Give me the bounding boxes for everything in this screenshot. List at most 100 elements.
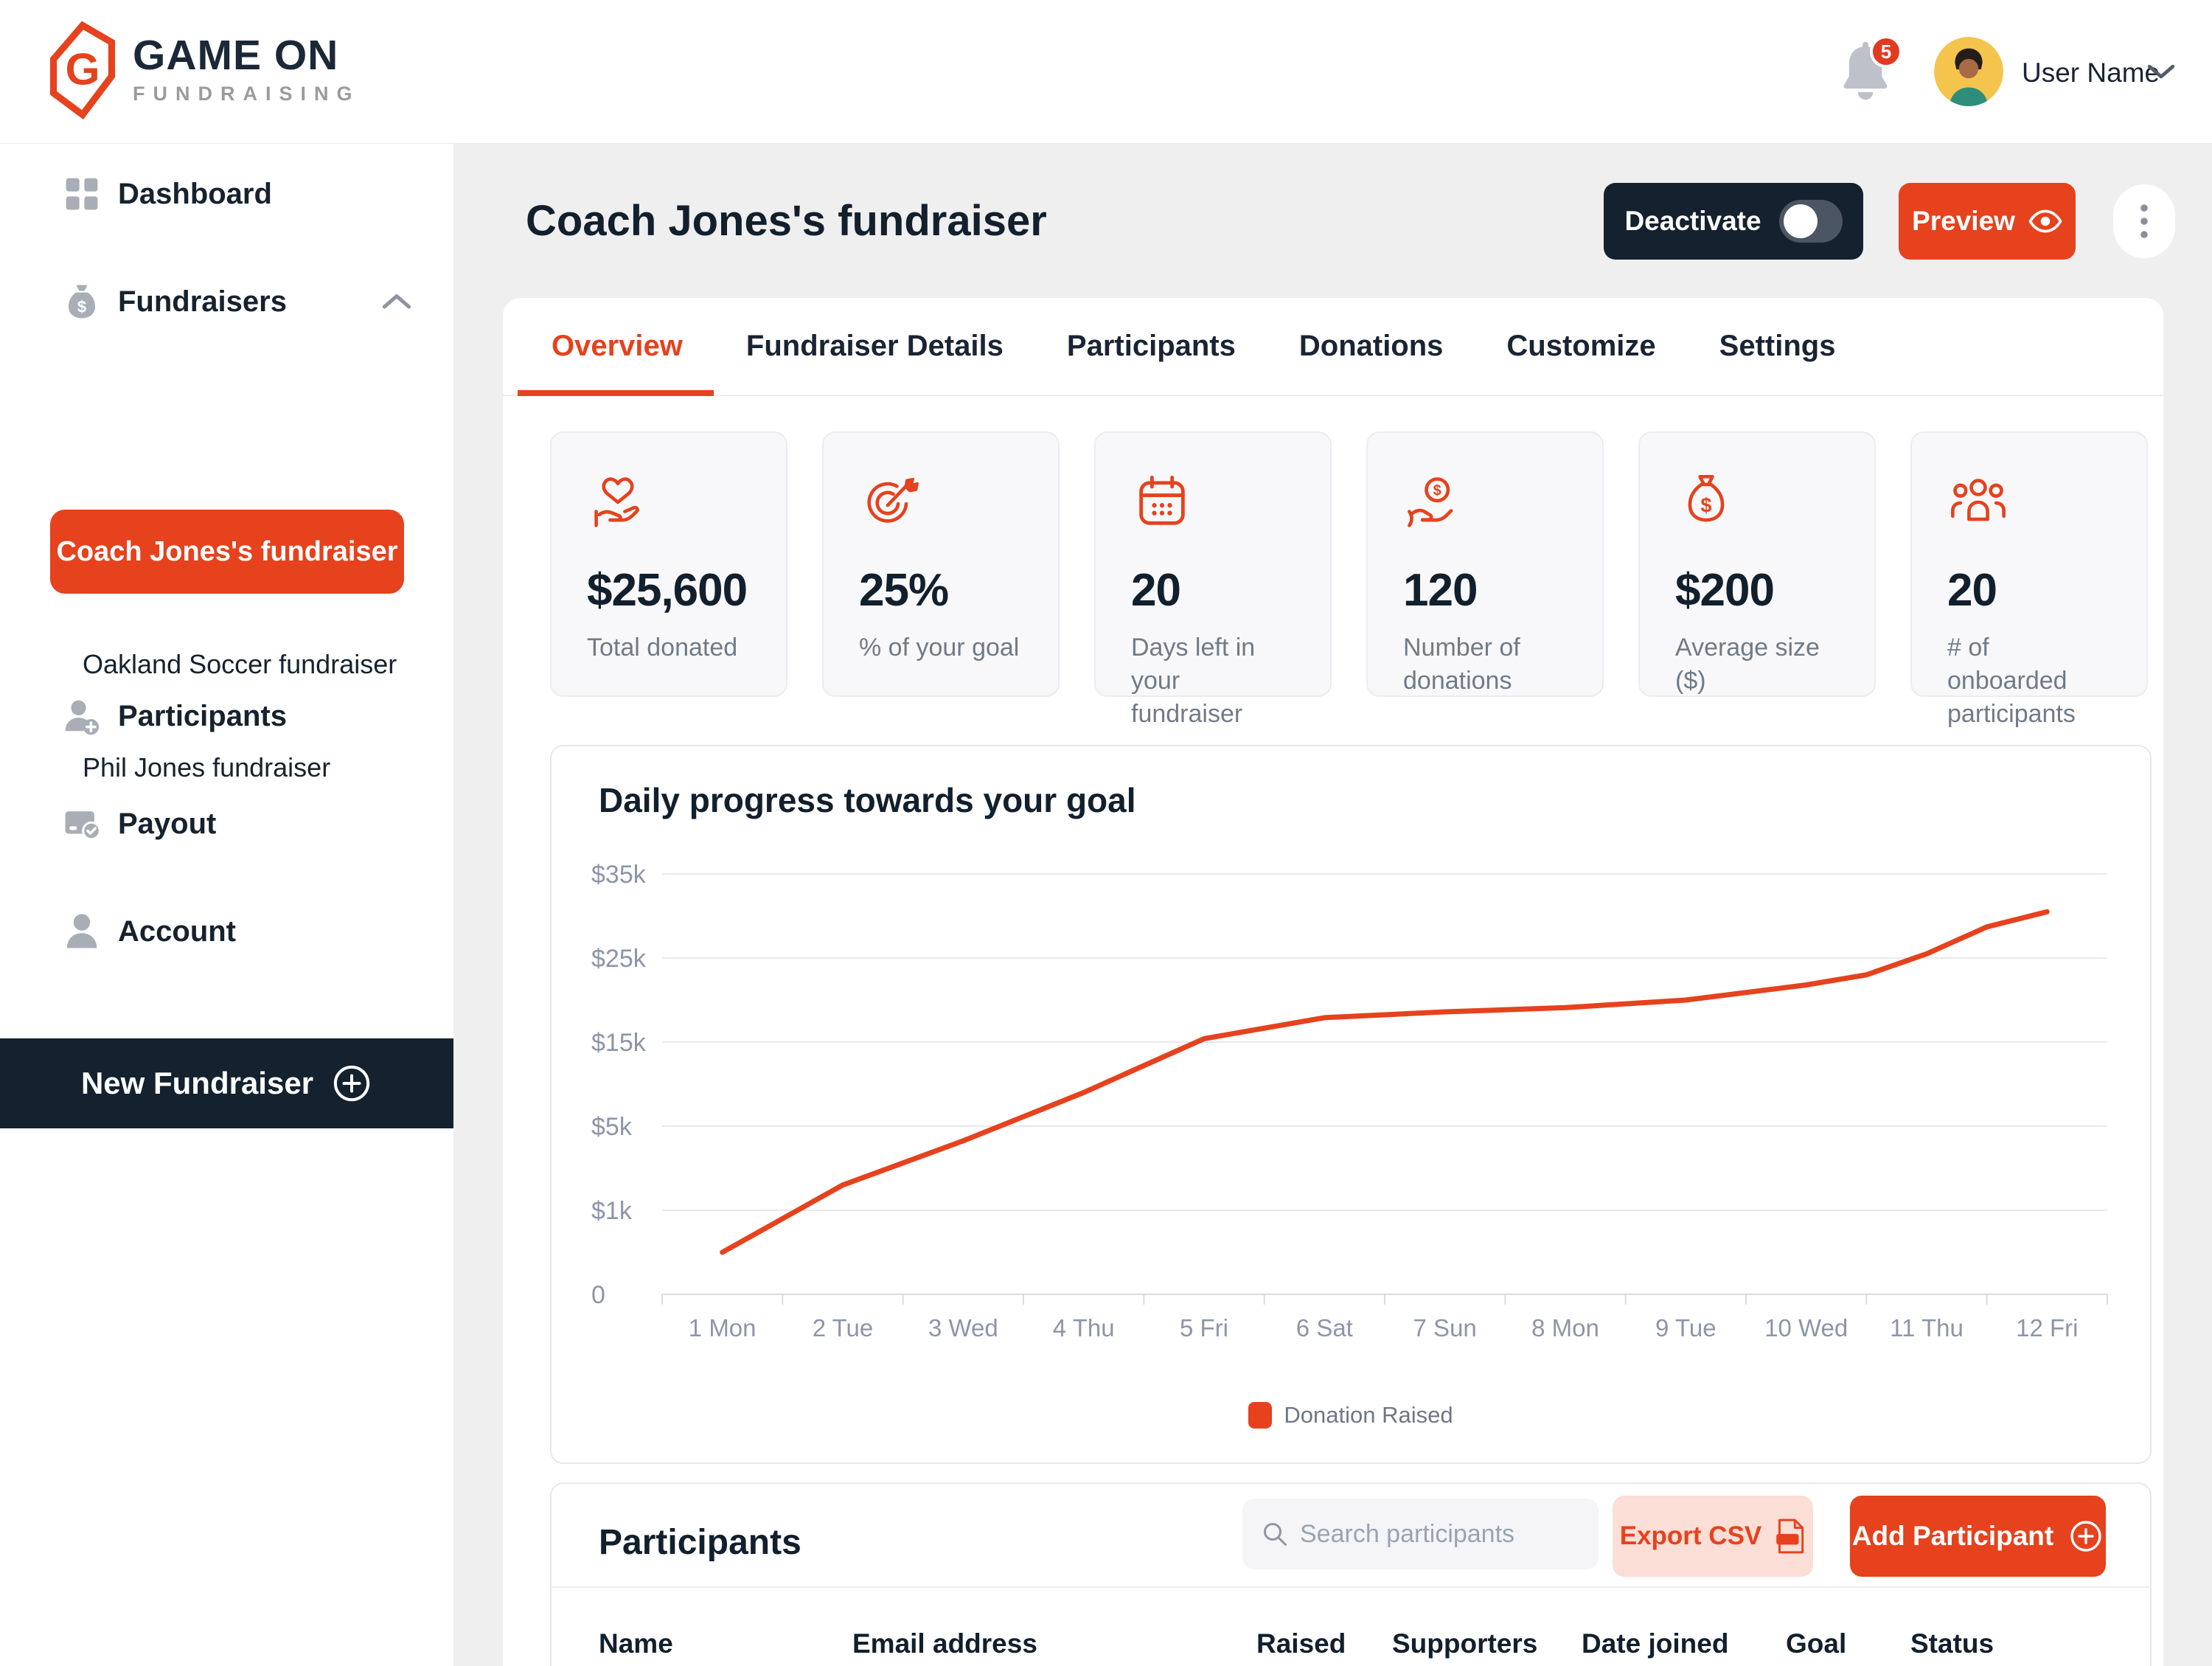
svg-text:11 Thu: 11 Thu [1890, 1314, 1964, 1342]
tab-donations[interactable]: Donations [1298, 330, 1444, 362]
sidebar-item-participants[interactable]: Participants [0, 693, 453, 740]
more-options-button[interactable] [2113, 184, 2175, 258]
sidebar-item-label: Account [118, 914, 236, 948]
active-fundraiser-pill: Coach Jones's fundraiser [50, 510, 404, 594]
csv-file-icon: CSV [1775, 1518, 1806, 1555]
stat-label: % of your goal [859, 634, 1020, 662]
tab-settings[interactable]: Settings [1719, 330, 1836, 362]
svg-text:3 Wed: 3 Wed [928, 1314, 998, 1342]
svg-text:8 Mon: 8 Mon [1531, 1314, 1599, 1342]
stat-card-number-of-donations: $120 Number of donations [1366, 431, 1604, 697]
stat-label: # of onboarded participants [1947, 634, 2076, 728]
column-header-email-address: Email address [852, 1628, 1037, 1659]
notification-badge: 5 [1870, 35, 1902, 68]
deactivate-toggle[interactable] [1778, 200, 1843, 243]
chevron-up-icon[interactable] [382, 292, 411, 311]
sidebar-subitem-label: Oakland Soccer fundraiser [83, 649, 397, 679]
kebab-icon [2140, 203, 2149, 240]
column-header-goal: Goal [1786, 1628, 1847, 1659]
deactivate-label: Deactivate [1624, 206, 1761, 236]
stat-value: 25% [859, 565, 949, 616]
svg-text:0: 0 [591, 1281, 605, 1309]
svg-text:CSV: CSV [1779, 1535, 1796, 1544]
tab-fundraiser-details[interactable]: Fundraiser Details [745, 330, 1004, 362]
stat-value: 20 [1131, 565, 1181, 616]
fundraiser-list: Coach Jones's fundraiser Oakland Soccer f… [0, 510, 453, 819]
search-input[interactable] [1300, 1519, 1580, 1549]
participants-search[interactable] [1242, 1499, 1599, 1569]
sidebar-item-account[interactable]: Account [0, 908, 453, 955]
money-bag-icon: $ [62, 282, 102, 322]
add-participant-label: Add Participant [1851, 1521, 2054, 1551]
stat-card-average-size: $ $200 Average size ($) [1638, 431, 1876, 697]
sidebar-item-coach-jones-s-fundraiser[interactable]: Coach Jones's fundraiser [0, 510, 453, 595]
stat-cards: $25,600 Total donated 25% % of your goal 20 D… [550, 431, 2148, 728]
svg-text:10 Wed: 10 Wed [1764, 1314, 1848, 1342]
heart-hand-icon [587, 471, 649, 533]
stat-card-of-onboarded-participants: 20 # of onboarded participants [1910, 431, 2148, 728]
sidebar-item-label: Fundraisers [118, 285, 287, 318]
target-arrow-icon [859, 471, 921, 533]
svg-text:12 Fri: 12 Fri [2016, 1314, 2078, 1342]
chart-legend: Donation Raised [552, 1402, 2150, 1429]
legend-swatch [1248, 1402, 1273, 1429]
new-fundraiser-label: New Fundraiser [80, 1066, 314, 1100]
chevron-down-icon[interactable] [2147, 63, 2175, 81]
sidebar-item-fundraisers[interactable]: $ Fundraisers [0, 278, 453, 325]
participants-card: Participants Export CSV CSV Add Particip… [550, 1482, 2152, 1666]
svg-text:2 Tue: 2 Tue [813, 1314, 874, 1342]
export-csv-label: Export CSV [1619, 1521, 1762, 1550]
preview-button[interactable]: Preview [1899, 183, 2076, 260]
sidebar-item-label: Participants [118, 699, 287, 732]
sidebar-item-oakland-soccer-fundraiser[interactable]: Oakland Soccer fundraiser [0, 613, 453, 716]
sidebar: Dashboard $ Fundraisers Coach Jones's fu… [0, 144, 453, 1666]
svg-text:$25k: $25k [591, 945, 647, 973]
sidebar-item-payout[interactable]: Payout [0, 800, 453, 847]
tab-participants[interactable]: Participants [1066, 330, 1236, 362]
stat-label: Days left in your fundraiser [1131, 634, 1256, 728]
svg-text:5 Fri: 5 Fri [1180, 1314, 1228, 1342]
notifications-button[interactable]: 5 [1837, 35, 1904, 115]
stat-card-total-donated: $25,600 Total donated [550, 431, 787, 697]
chart-title: Daily progress towards your goal [599, 781, 1136, 819]
card-check-icon [62, 804, 102, 844]
stat-value: 20 [1947, 565, 1997, 616]
logo-subtitle: FUNDRAISING [133, 83, 361, 105]
toggle-knob [1783, 204, 1818, 238]
people-group-icon [1947, 471, 2009, 533]
stat-label: Average size ($) [1675, 634, 1820, 695]
svg-text:G: G [65, 44, 100, 94]
plus-circle-icon [331, 1063, 372, 1104]
deactivate-toggle-button[interactable]: Deactivate [1604, 183, 1863, 260]
stat-card-days-left-in-your-fundraiser: 20 Days left in your fundraiser [1094, 431, 1332, 728]
eye-icon [2028, 209, 2062, 234]
svg-text:1 Mon: 1 Mon [689, 1314, 757, 1342]
person-icon [62, 912, 102, 951]
calendar-icon [1131, 471, 1193, 533]
svg-text:9 Tue: 9 Tue [1655, 1314, 1717, 1342]
svg-text:6 Sat: 6 Sat [1296, 1314, 1353, 1342]
progress-chart: 0 $1k $5k $15k $25k $35k 1 Mon 2 Tue 3 Wed 4 Thu 5… [591, 861, 2108, 1342]
tab-overview[interactable]: Overview [518, 298, 714, 396]
add-participant-button[interactable]: Add Participant [1850, 1496, 2106, 1577]
sidebar-item-label: Dashboard [118, 177, 272, 210]
sidebar-item-dashboard[interactable]: Dashboard [0, 170, 453, 218]
sidebar-item-phil-jones-fundraiser[interactable]: Phil Jones fundraiser [0, 716, 453, 819]
new-fundraiser-button[interactable]: New Fundraiser [0, 1038, 453, 1128]
avatar[interactable] [1934, 37, 2003, 106]
svg-text:$1k: $1k [591, 1197, 633, 1225]
svg-text:$: $ [1433, 483, 1441, 499]
tab-bar: Overview Fundraiser Details Participants Do… [503, 298, 2163, 396]
column-header-date-joined: Date joined [1582, 1628, 1729, 1659]
user-name[interactable]: User Name [2022, 58, 2160, 88]
legend-label: Donation Raised [1284, 1402, 1453, 1428]
participants-table-header: Name Email address Raised Supporters Date jo… [599, 1628, 2106, 1659]
svg-text:$: $ [1700, 494, 1711, 517]
export-csv-button[interactable]: Export CSV CSV [1613, 1496, 1813, 1577]
tab-customize[interactable]: Customize [1506, 330, 1656, 362]
app-logo: G GAME ON FUNDRAISING [49, 21, 361, 119]
top-bar: G GAME ON FUNDRAISING 5 User Name [0, 0, 2212, 144]
progress-chart-card: Daily progress towards your goal 0 $1k $5k… [550, 745, 2152, 1464]
preview-label: Preview [1912, 206, 2015, 236]
stat-label: Total donated [587, 634, 738, 662]
